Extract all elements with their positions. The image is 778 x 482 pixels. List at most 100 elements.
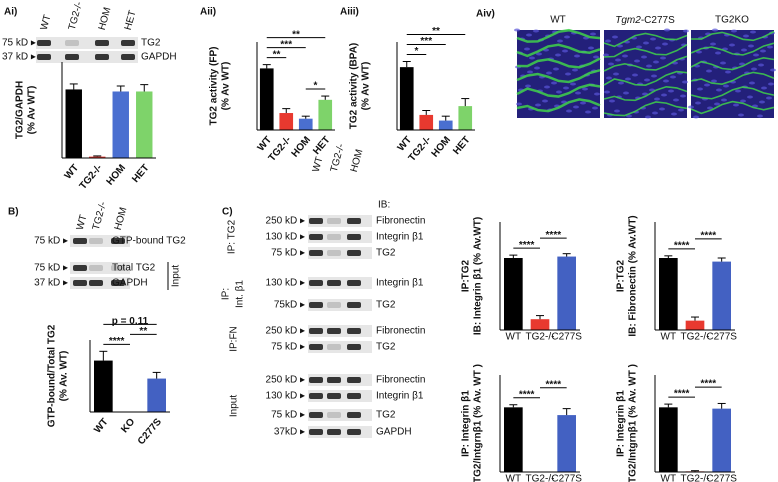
panel-label: C) — [222, 207, 233, 218]
blot-band — [309, 412, 323, 418]
image-label: Tgm2-C277S — [615, 15, 675, 26]
x-tick-label: HOM — [430, 135, 453, 160]
sig-label: **** — [109, 336, 125, 347]
lane-label: HOM — [97, 6, 114, 31]
nucleus — [551, 81, 557, 85]
sig-label: ** — [139, 326, 147, 337]
lane-label: HOM — [349, 148, 366, 173]
mw-marker: 75 kD ▸ — [34, 263, 68, 274]
mw-marker: 130 kD ▸ — [266, 391, 305, 402]
nucleus — [714, 102, 720, 106]
image-label: TG2KO — [715, 15, 749, 26]
nucleus — [749, 81, 755, 85]
y-axis-label: (% Av WT) — [361, 62, 372, 111]
x-tick-label: WT — [506, 332, 522, 343]
mw-marker: 75 kD ▸ — [271, 342, 305, 353]
nucleus — [731, 29, 737, 33]
bar — [147, 378, 166, 412]
blot-band — [37, 40, 51, 46]
x-tick-label: WT — [661, 332, 677, 343]
blot-strip — [36, 37, 138, 49]
bar — [530, 319, 550, 330]
y-axis-label: IP: Integrin β1 — [461, 390, 472, 457]
blot-band — [309, 393, 323, 399]
image-label: WT — [550, 15, 566, 26]
blot-band — [89, 238, 103, 244]
nucleus — [574, 54, 580, 58]
lane-label: WT — [311, 156, 326, 174]
sig-label: ** — [432, 26, 440, 37]
blot-band — [309, 344, 323, 350]
band-label: Integrin β1 — [376, 391, 424, 402]
nucleus — [623, 91, 629, 95]
fiber — [603, 70, 688, 86]
nucleus — [557, 39, 563, 43]
nucleus — [546, 71, 552, 75]
y-axis-label: IP:TG2 — [461, 259, 472, 292]
fiber — [690, 56, 775, 71]
bar — [89, 156, 106, 158]
mw-marker: 130 kD ▸ — [266, 232, 305, 243]
blot-band — [347, 250, 361, 256]
lane-label: HET — [123, 9, 139, 31]
fiber — [603, 43, 688, 58]
band-label: Fibronectin — [376, 326, 425, 337]
x-tick-label: TG2-/- — [681, 332, 710, 343]
band-label: TG2 — [376, 410, 396, 421]
bar — [557, 256, 576, 330]
nucleus — [723, 84, 729, 88]
nucleus — [614, 109, 620, 113]
nucleus — [604, 90, 610, 94]
blot-band — [327, 393, 341, 399]
blot-band — [95, 40, 109, 46]
bar — [458, 106, 473, 130]
nucleus — [524, 47, 530, 51]
nucleus — [529, 56, 535, 60]
nucleus — [534, 66, 540, 70]
band-label: GAPDH — [141, 52, 177, 63]
nucleus — [646, 64, 652, 68]
blot-band — [121, 54, 135, 60]
blot-band — [121, 40, 135, 46]
panel-label: Ai) — [4, 7, 17, 18]
fiber — [516, 83, 601, 98]
y-axis-label: (% Av WT) — [221, 62, 232, 111]
nucleus — [652, 111, 658, 115]
x-tick-label: C277S — [136, 416, 164, 447]
bar — [298, 118, 313, 130]
nucleus — [590, 32, 596, 36]
lane-label: WT — [75, 214, 90, 232]
nucleus — [721, 98, 727, 102]
fiber — [516, 98, 601, 113]
nucleus — [729, 43, 735, 47]
nucleus — [655, 46, 661, 50]
blot-band — [327, 218, 341, 224]
nucleus — [661, 93, 667, 97]
panel-label: Aiii) — [340, 7, 359, 18]
x-tick-label: HOM — [105, 163, 128, 188]
nucleus — [711, 79, 717, 83]
band-label: Integrin β1 — [376, 232, 424, 243]
y-axis-label: (% Av. WT) — [59, 351, 70, 402]
image-label-italic: Tgm2 — [615, 15, 641, 26]
nucleus — [618, 81, 624, 85]
x-tick-label: WT — [506, 474, 522, 482]
blot-band — [89, 265, 103, 271]
nucleus — [588, 46, 594, 50]
x-tick-label: C277S — [551, 474, 582, 482]
mw-marker: 130 kD ▸ — [266, 278, 305, 289]
nucleus — [516, 102, 522, 106]
sig-label: **** — [519, 240, 535, 251]
band-label: TG2 — [141, 38, 161, 49]
y-axis-label: TG2 activity (FP) — [209, 47, 220, 126]
nucleus — [615, 58, 621, 62]
nucleus — [753, 53, 759, 57]
nucleus — [715, 51, 721, 55]
nucleus — [535, 103, 541, 107]
mw-marker: 75 kD ▸ — [2, 38, 36, 49]
bar — [94, 360, 113, 412]
nucleus — [706, 69, 712, 73]
nucleus — [766, 96, 772, 100]
blot-band — [309, 234, 323, 240]
nucleus — [668, 89, 674, 93]
